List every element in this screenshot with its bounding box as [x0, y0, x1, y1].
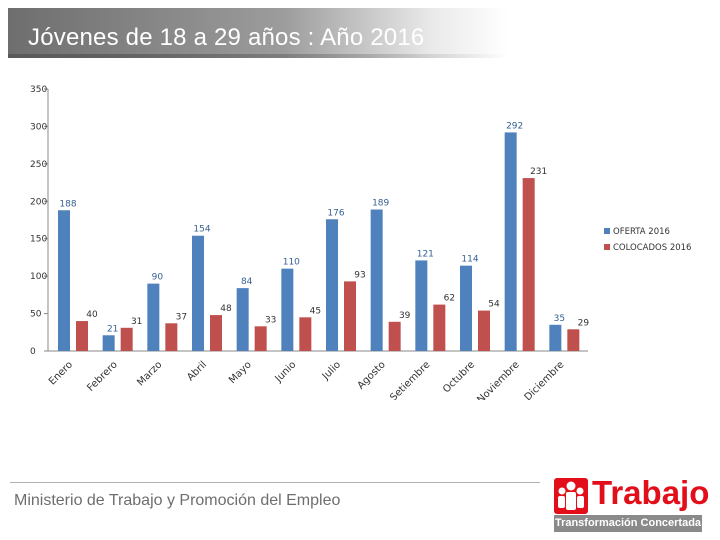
x-axis-categories: Enero Febrero Marzo Abril Mayo Junio Julio Agos…	[47, 359, 566, 400]
category-label: Marzo	[135, 359, 164, 388]
data-label-oferta: 35	[554, 314, 565, 324]
bar-colocados	[522, 178, 535, 351]
bar-colocados	[433, 304, 446, 351]
data-label-oferta: 90	[152, 273, 164, 283]
logo-wordmark: Trabajo	[592, 474, 710, 511]
data-label-oferta: 121	[417, 249, 434, 259]
y-tick-label: 100	[30, 272, 47, 282]
bars	[58, 132, 580, 351]
y-tick-label: 200	[30, 197, 47, 207]
data-label-oferta: 176	[327, 208, 344, 218]
bar-colocados	[210, 315, 222, 351]
category-label: Abril	[185, 359, 209, 383]
legend-swatch-oferta	[604, 228, 610, 234]
data-label-colocados: 37	[176, 312, 187, 322]
data-label-colocados: 40	[86, 310, 98, 320]
data-label-oferta: 154	[193, 225, 210, 235]
data-label-oferta: 189	[372, 199, 389, 209]
data-label-colocados: 31	[131, 317, 142, 327]
y-axis: 0 50 100 150 200 250 300 350	[30, 85, 588, 357]
category-label: Setiembre	[388, 359, 432, 400]
bar-oferta	[236, 288, 249, 351]
y-tick-label: 150	[30, 235, 47, 245]
category-label: Junio	[273, 359, 299, 385]
ministry-name: Ministerio de Trabajo y Promoción del Em…	[14, 492, 341, 509]
data-label-colocados: 54	[488, 300, 500, 310]
bar-colocados	[567, 329, 580, 351]
data-label-oferta: 188	[59, 199, 76, 209]
bar-colocados	[120, 327, 133, 351]
legend-swatch-colocados	[604, 244, 610, 250]
legend: OFERTA 2016 COLOCADOS 2016	[604, 227, 691, 253]
category-label: Febrero	[85, 359, 119, 393]
category-label: Mayo	[227, 359, 254, 386]
data-label-oferta: 292	[506, 121, 523, 131]
category-label: Noviembre	[475, 359, 521, 400]
data-label-colocados: 93	[354, 270, 365, 280]
bar-colocados	[299, 317, 312, 351]
bar-oferta	[415, 260, 428, 351]
data-label-colocados: 231	[530, 167, 547, 177]
data-label-colocados: 45	[310, 306, 321, 316]
bar-colocados	[165, 323, 178, 351]
y-tick-label: 250	[30, 160, 47, 170]
bar-colocados	[344, 281, 356, 351]
legend-label-oferta: OFERTA 2016	[613, 227, 670, 237]
y-tick-label: 300	[30, 122, 47, 132]
bar-colocados	[254, 326, 267, 351]
bar-oferta	[370, 209, 383, 351]
bar-colocados	[388, 321, 401, 351]
y-tick-label: 350	[30, 85, 47, 95]
title-accent-line	[8, 54, 508, 58]
category-label: Julio	[320, 359, 343, 382]
data-label-colocados: 48	[220, 304, 232, 314]
y-tick-label: 0	[30, 347, 36, 357]
page-title: Jóvenes de 18 a 29 años : Año 2016	[28, 24, 425, 51]
category-label: Agosto	[356, 359, 388, 391]
data-label-colocados: 33	[265, 315, 276, 325]
data-label-oferta: 114	[461, 255, 478, 265]
category-label: Octubre	[441, 359, 477, 395]
trabajo-logo-icon	[554, 478, 588, 514]
title-bar: Jóvenes de 18 a 29 años : Año 2016	[8, 8, 508, 58]
data-label-colocados: 29	[578, 318, 590, 328]
logo-tagline: Transformación Concertada	[554, 515, 702, 532]
category-label: Enero	[47, 359, 75, 387]
bar-oferta	[326, 219, 338, 351]
y-tick-label: 50	[30, 310, 42, 320]
footer-divider	[10, 482, 540, 483]
bar-oferta	[549, 324, 562, 351]
bar-oferta	[281, 268, 294, 351]
bar-colocados	[478, 310, 490, 351]
bar-chart: 0 50 100 150 200 250 300 350 188 40 21 31 90 37 154 48…	[30, 85, 691, 400]
bar-oferta	[504, 132, 517, 351]
data-label-oferta: 21	[107, 324, 118, 334]
bar-oferta	[102, 335, 115, 351]
legend-label-colocados: COLOCADOS 2016	[613, 243, 691, 253]
bar-oferta	[58, 210, 70, 351]
data-label-colocados: 62	[444, 294, 455, 304]
bar-colocados	[76, 321, 88, 351]
bar-oferta	[460, 265, 472, 351]
bar-oferta	[147, 283, 160, 351]
data-label-oferta: 110	[283, 258, 300, 268]
bar-oferta	[192, 235, 204, 351]
category-label: Diciembre	[523, 359, 567, 400]
data-label-colocados: 39	[399, 311, 411, 321]
data-labels: 188 40 21 31 90 37 154 48 84 33 110 45 176 93 189 39 121…	[59, 121, 589, 334]
data-label-oferta: 84	[241, 277, 253, 287]
